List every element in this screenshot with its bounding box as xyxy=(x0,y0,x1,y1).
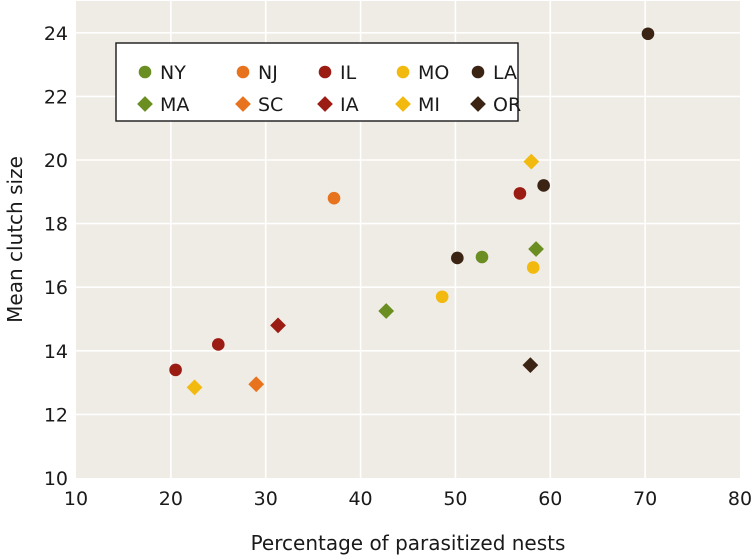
legend-marker-nj xyxy=(236,65,250,79)
point-la xyxy=(451,251,464,265)
point-la xyxy=(641,27,655,41)
legend-marker-ia xyxy=(317,96,333,112)
point-sc xyxy=(248,376,265,393)
legend-label-ma: MA xyxy=(160,94,189,116)
point-mi xyxy=(523,153,540,170)
y-axis-title: Mean clutch size xyxy=(3,156,27,323)
legend-marker-or xyxy=(470,96,486,112)
legend-label-la: LA xyxy=(493,62,517,84)
x-tick-label: 10 xyxy=(64,488,88,510)
y-tick-label: 10 xyxy=(44,468,68,490)
point-ny xyxy=(475,250,489,264)
legend-label-mi: MI xyxy=(418,94,440,116)
y-tick-label: 24 xyxy=(44,23,68,45)
legend-box xyxy=(115,42,519,122)
point-il xyxy=(211,338,225,351)
legend-label-ia: IA xyxy=(340,94,359,116)
x-tick-label: 80 xyxy=(728,488,752,510)
legend-label-or: OR xyxy=(493,94,521,116)
point-ma xyxy=(528,241,544,257)
legend-marker-mo xyxy=(396,65,410,79)
y-tick-label: 14 xyxy=(44,341,68,363)
y-tick-label: 18 xyxy=(44,214,68,236)
legend-marker-sc xyxy=(235,96,251,112)
legend-label-nj: NJ xyxy=(258,62,278,84)
point-nj xyxy=(327,191,341,205)
point-mo xyxy=(435,290,449,304)
y-tick-label: 16 xyxy=(44,277,68,299)
legend-marker-mi xyxy=(395,96,411,112)
point-ia xyxy=(270,317,286,334)
x-tick-label: 60 xyxy=(538,488,562,510)
tick-labels: 10 20 30 40 50 60 70 80 10 12 14 16 18 20 22 24 xyxy=(44,23,752,510)
y-tick-label: 12 xyxy=(44,404,68,426)
data-points xyxy=(169,27,655,396)
point-il xyxy=(169,363,182,377)
legend: NY NJ IL MO LA MA SC IA MI OR xyxy=(115,42,521,122)
point-ma xyxy=(378,303,395,319)
point-il xyxy=(513,187,527,200)
point-mi xyxy=(186,379,203,396)
x-tick-label: 40 xyxy=(348,488,372,510)
x-axis-title: Percentage of parasitized nests xyxy=(251,531,566,555)
point-la xyxy=(537,179,550,192)
legend-label-il: IL xyxy=(340,62,357,84)
legend-marker-ma xyxy=(137,96,153,112)
legend-label-mo: MO xyxy=(418,62,449,84)
legend-label-ny: NY xyxy=(160,62,186,84)
legend-marker-ny xyxy=(138,65,152,79)
legend-marker-il xyxy=(318,65,332,79)
x-tick-label: 70 xyxy=(633,488,657,510)
x-tick-label: 30 xyxy=(254,488,278,510)
x-tick-label: 50 xyxy=(443,488,467,510)
x-tick-label: 20 xyxy=(159,488,183,510)
y-tick-label: 22 xyxy=(44,86,68,108)
y-tick-label: 20 xyxy=(44,150,68,172)
point-mo xyxy=(526,261,540,274)
point-or xyxy=(522,357,539,373)
legend-marker-la xyxy=(471,65,485,79)
legend-label-sc: SC xyxy=(258,94,283,116)
